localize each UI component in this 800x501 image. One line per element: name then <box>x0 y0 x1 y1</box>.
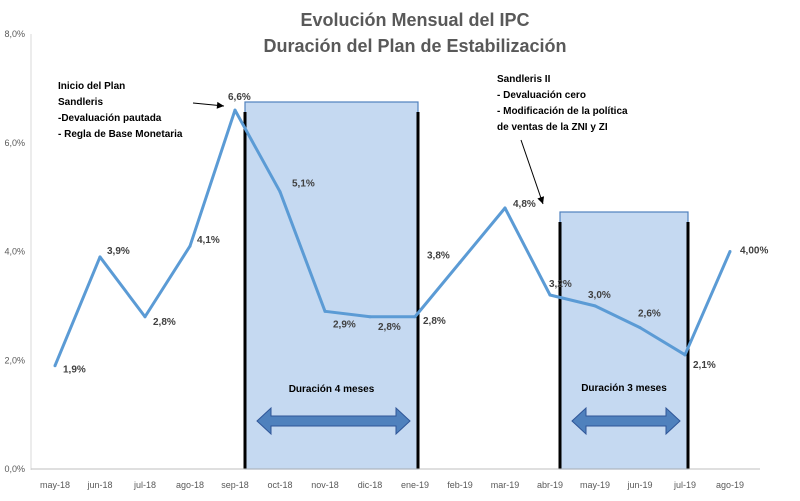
data-label: 3,0% <box>588 290 611 301</box>
x-tick-label: dic-18 <box>358 480 383 490</box>
data-point <box>728 250 732 253</box>
x-tick-label: nov-18 <box>311 480 339 490</box>
data-point <box>548 293 552 297</box>
x-tick-label: sep-18 <box>221 480 249 490</box>
data-point <box>683 353 687 357</box>
y-tick-label: 4,0% <box>4 247 25 257</box>
x-tick-label: oct-18 <box>267 480 292 490</box>
data-label: 5,1% <box>292 179 315 190</box>
annotation-text: - Modificación de la política <box>497 106 628 117</box>
annotation-text: - Devaluación cero <box>497 90 586 101</box>
period-duration-label: Duración 3 meses <box>581 383 667 394</box>
data-label: 3,2% <box>549 279 572 290</box>
x-tick-label: may-19 <box>580 480 610 490</box>
data-label: 2,9% <box>333 319 356 330</box>
annotation-text: - Regla de Base Monetaria <box>58 129 183 140</box>
annotation-text: Sandleris <box>58 97 103 108</box>
x-tick-label: jul-18 <box>133 480 156 490</box>
data-label: 4,00% <box>740 246 768 257</box>
x-tick-label: ago-18 <box>176 480 204 490</box>
data-label: 1,9% <box>63 365 86 376</box>
x-tick-label: jul-19 <box>673 480 696 490</box>
period-shade <box>244 101 419 470</box>
data-label: 2,8% <box>378 322 401 333</box>
data-point <box>323 309 327 313</box>
data-point <box>143 315 147 319</box>
x-tick-label: ene-19 <box>401 480 429 490</box>
annotation-arrow <box>520 139 544 205</box>
ipc-series-line <box>53 108 732 367</box>
data-point <box>368 315 372 319</box>
data-point <box>188 244 192 248</box>
data-label: 4,8% <box>513 199 536 210</box>
data-label: 2,1% <box>693 360 716 371</box>
data-label: 2,8% <box>153 317 176 328</box>
chart-title-line-1: Evolución Mensual del IPC <box>300 10 529 30</box>
data-point <box>278 190 282 194</box>
duration-double-arrow <box>256 406 411 436</box>
data-point <box>458 260 462 264</box>
stabilization-period: Duración 4 meses <box>243 101 420 470</box>
x-tick-label: abr-19 <box>537 480 563 490</box>
data-label: 2,6% <box>638 309 661 320</box>
x-tick-label: feb-19 <box>447 480 473 490</box>
period-duration-label: Duración 4 meses <box>289 384 375 395</box>
stabilization-period: Duración 3 meses <box>558 211 690 470</box>
annotation-text: de ventas de la ZNI y ZI <box>497 122 608 133</box>
data-point <box>413 315 417 319</box>
data-label: 4,1% <box>197 235 220 246</box>
annotation-text: Sandleris II <box>497 74 551 85</box>
y-tick-label: 0,0% <box>4 464 25 474</box>
annotation: Inicio del Plan Sandleris -Devaluación pau… <box>58 81 225 140</box>
chart-title-line-2: Duración del Plan de Estabilización <box>263 36 566 56</box>
data-label: 6,6% <box>228 92 251 103</box>
data-point <box>53 364 57 368</box>
y-tick-label: 6,0% <box>4 138 25 148</box>
x-tick-label: may-18 <box>40 480 70 490</box>
x-tick-label: ago-19 <box>716 480 744 490</box>
x-tick-label: mar-19 <box>491 480 520 490</box>
x-tick-label: jun-18 <box>86 480 112 490</box>
data-point <box>98 255 102 259</box>
annotation-arrowhead <box>537 196 545 204</box>
data-point <box>593 304 597 308</box>
data-point <box>233 108 237 112</box>
y-tick-label: 8,0% <box>4 29 25 39</box>
data-point <box>638 326 642 330</box>
annotation-text: -Devaluación pautada <box>58 113 162 124</box>
data-label: 3,8% <box>427 250 450 261</box>
data-point <box>503 206 507 210</box>
duration-double-arrow <box>571 406 681 436</box>
annotation-text: Inicio del Plan <box>58 81 125 92</box>
annotation: Sandleris II - Devaluación cero - Modifica… <box>497 74 628 205</box>
y-tick-label: 2,0% <box>4 355 25 365</box>
x-tick-label: jun-19 <box>626 480 652 490</box>
annotation-arrowhead <box>216 101 224 109</box>
data-label: 2,8% <box>423 316 446 327</box>
data-label: 3,9% <box>107 246 130 257</box>
